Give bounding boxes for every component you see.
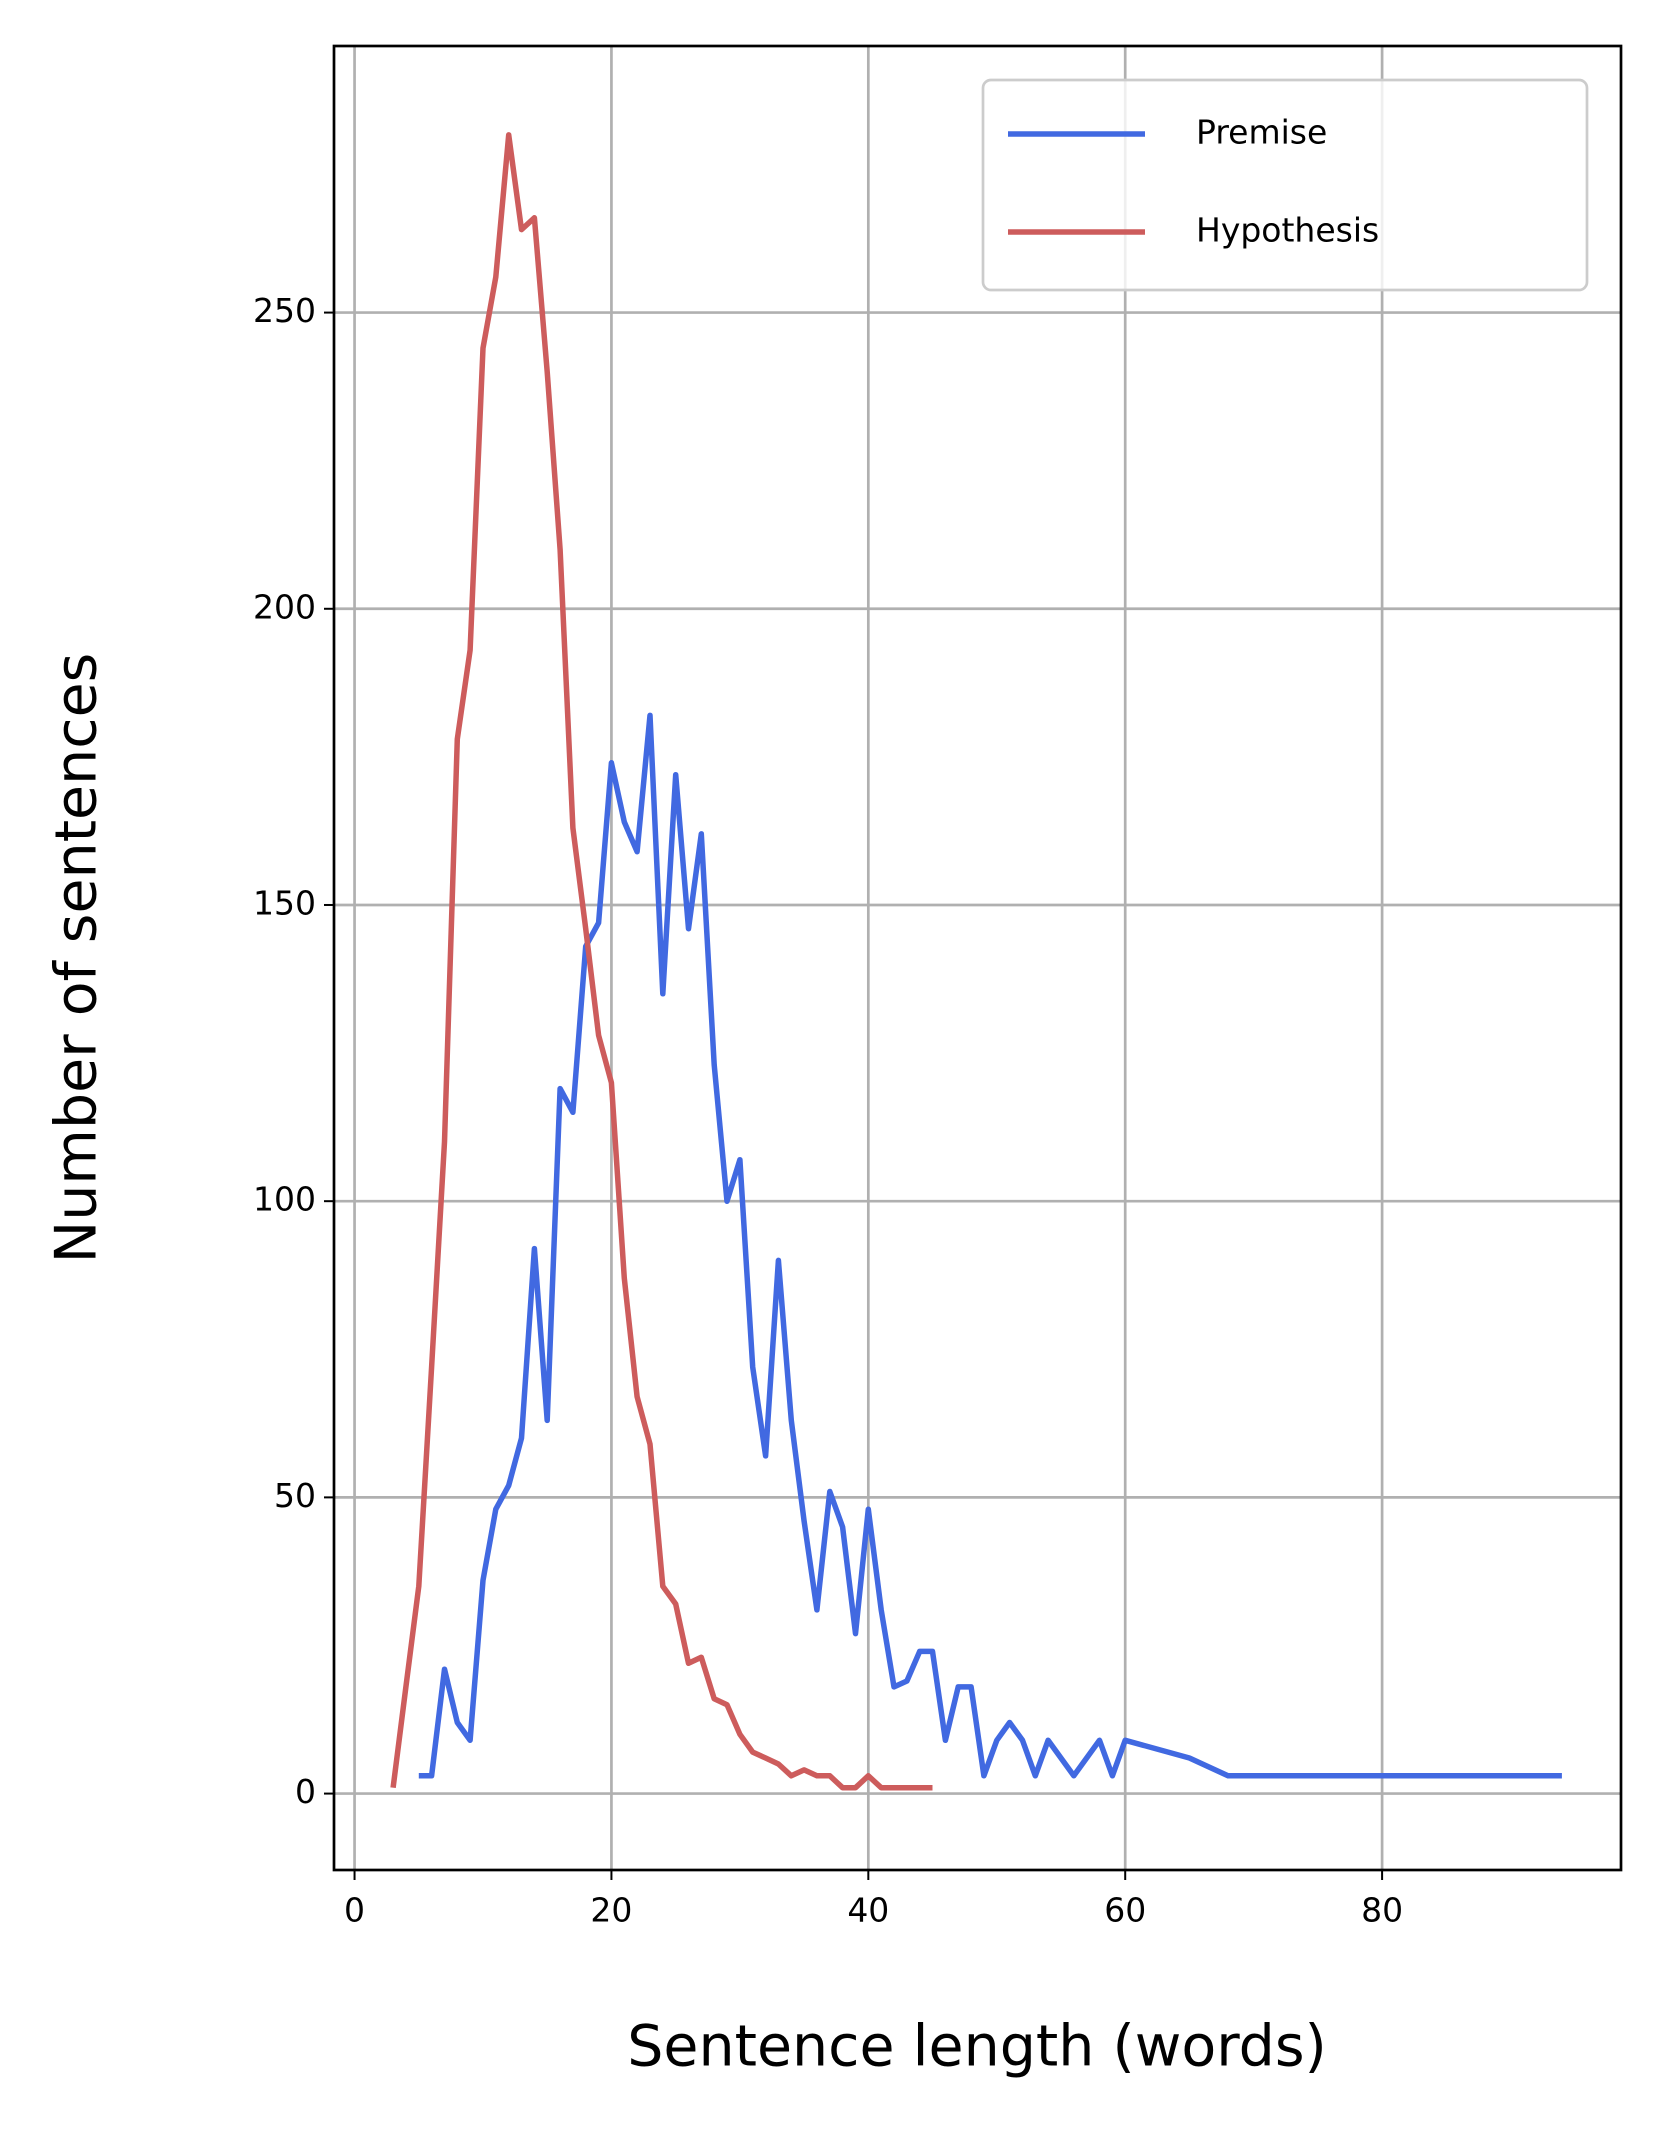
x-tick-label: 80 bbox=[1361, 1891, 1403, 1930]
x-tick-label: 40 bbox=[847, 1891, 889, 1930]
x-axis-label: Sentence length (words) bbox=[627, 2014, 1327, 2080]
y-tick-label: 250 bbox=[253, 291, 316, 330]
legend-label: Hypothesis bbox=[1196, 211, 1379, 250]
y-tick-label: 50 bbox=[274, 1476, 316, 1515]
y-tick-label: 200 bbox=[253, 587, 316, 626]
y-tick-label: 100 bbox=[253, 1180, 316, 1219]
x-tick-label: 0 bbox=[344, 1891, 365, 1930]
plot-frame bbox=[332, 44, 1623, 1872]
data-line bbox=[418, 712, 1562, 1779]
y-tick-label: 150 bbox=[253, 883, 316, 922]
data-line bbox=[390, 132, 933, 1791]
x-tick-label: 20 bbox=[590, 1891, 632, 1930]
x-tick-label: 60 bbox=[1104, 1891, 1146, 1930]
legend-box bbox=[981, 78, 1589, 292]
y-tick-label: 0 bbox=[295, 1772, 316, 1811]
legend-label: Premise bbox=[1196, 113, 1327, 152]
y-axis-label: Number of sentences bbox=[44, 653, 110, 1264]
